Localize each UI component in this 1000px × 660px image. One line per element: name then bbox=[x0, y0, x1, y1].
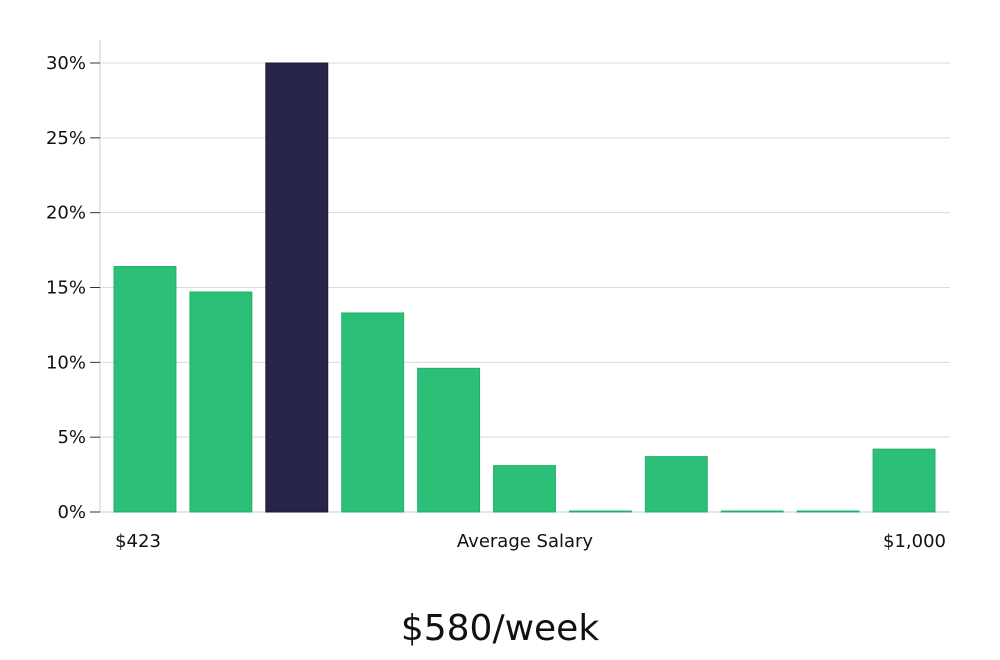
bar bbox=[189, 291, 253, 513]
bar bbox=[417, 367, 481, 513]
bar bbox=[493, 465, 556, 513]
x-max-label: $1,000 bbox=[883, 531, 946, 552]
y-tick-label: 30% bbox=[46, 53, 86, 74]
y-tick-label: 25% bbox=[46, 128, 86, 149]
y-tick-label: 10% bbox=[46, 352, 86, 373]
bar bbox=[113, 266, 177, 513]
y-tick-label: 20% bbox=[46, 203, 86, 224]
y-axis: 0% 5% 10% 15% 20% 25% 30% bbox=[46, 40, 101, 523]
bar bbox=[568, 510, 632, 513]
y-tick-label: 15% bbox=[46, 278, 86, 299]
average-salary-caption: $580/week bbox=[400, 608, 600, 649]
bar bbox=[644, 456, 708, 513]
bar bbox=[872, 448, 936, 513]
y-tick-label: 0% bbox=[57, 502, 86, 523]
bar bbox=[720, 510, 784, 513]
x-axis-title: Average Salary bbox=[457, 531, 594, 552]
x-min-label: $423 bbox=[115, 531, 161, 552]
bar bbox=[341, 312, 405, 513]
bar-highlighted bbox=[265, 62, 329, 513]
y-tick-label: 5% bbox=[57, 427, 86, 448]
bars bbox=[113, 62, 936, 513]
bar bbox=[796, 510, 860, 513]
salary-histogram-chart: 0%5%10%15%20%25%30% $423 Average Salary … bbox=[46, 40, 950, 552]
